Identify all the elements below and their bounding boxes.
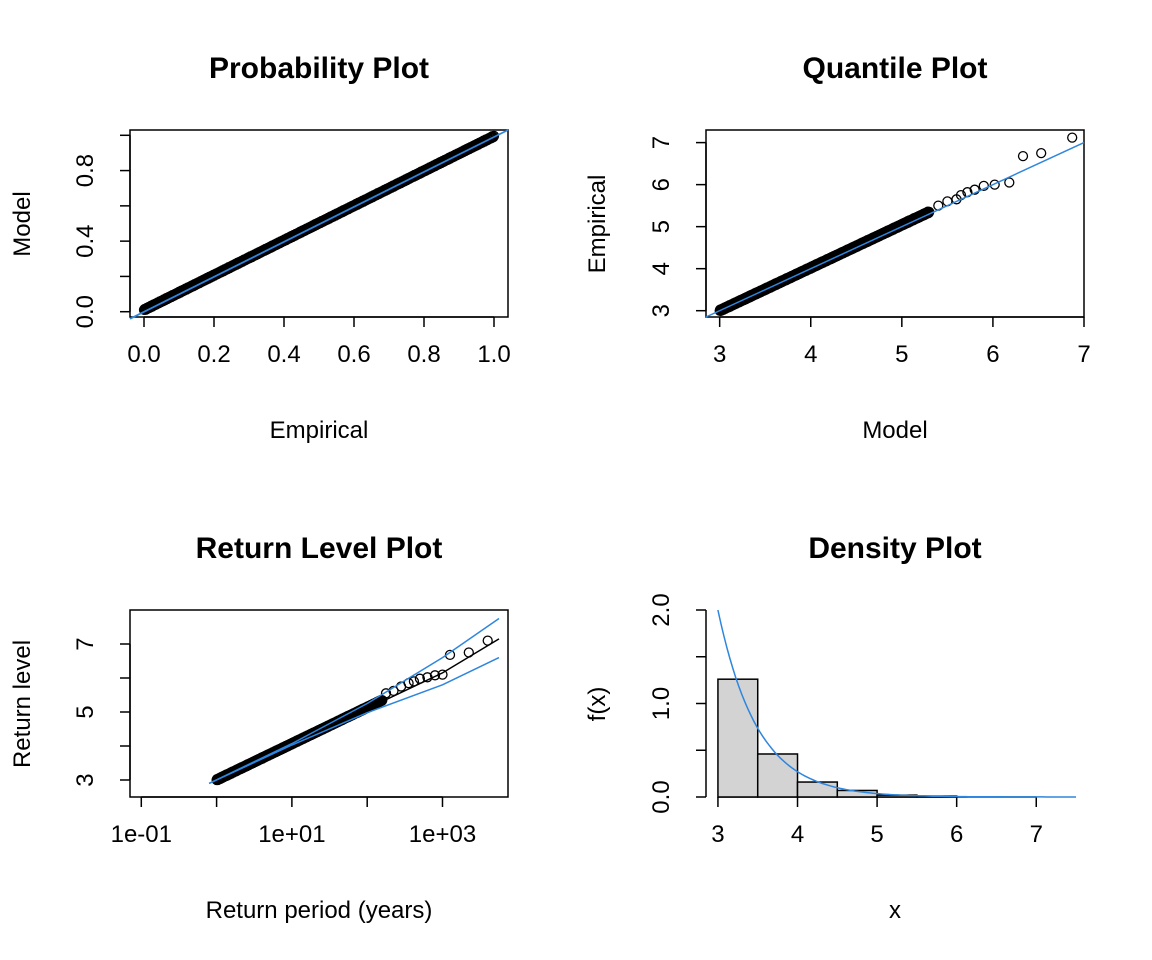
- quant-point: [989, 179, 1000, 190]
- prob-points: [138, 130, 500, 316]
- quantile-plot-panel: Quantile Plot Model Empirical 3 4 5 6 7 3 4 5 6 7: [584, 52, 1091, 444]
- prob-x-tick-label: 0.6: [337, 341, 370, 368]
- dens-y-tick-label: 2.0: [648, 593, 675, 626]
- dens-bar: [796, 781, 839, 798]
- quant-point: [978, 180, 989, 192]
- dens-bar: [756, 753, 799, 798]
- probability-plot-title: Probability Plot: [209, 52, 429, 85]
- quant-y-axis: 3 4 5 6 7: [648, 136, 707, 317]
- probability-plot-ylabel: Model: [9, 191, 36, 256]
- quant-point: [969, 184, 980, 195]
- rl-axes: 1e-01 1e+01 1e+03 3 5 7: [72, 609, 509, 848]
- return-level-plot-xlabel: Return period (years): [206, 897, 433, 924]
- quant-y-tick-label: 4: [648, 262, 675, 275]
- prob-x-tick-label: 0.4: [267, 341, 300, 368]
- quant-y-tick-label: 3: [648, 304, 675, 317]
- rl-plot-frame: [129, 609, 509, 798]
- prob-x-tick-label: 0.0: [127, 341, 160, 368]
- prob-x-tick-label: 0.2: [197, 341, 230, 368]
- prob-point: [488, 130, 500, 142]
- rl-y-tick-label: 3: [72, 773, 99, 786]
- prob-y-tick-label: 0.4: [72, 224, 99, 257]
- quant-point: [1017, 150, 1029, 162]
- probability-plot-panel: Probability Plot Empirical Model 0.0 0.2 0…: [9, 52, 511, 444]
- prob-x-tick-label: 1.0: [477, 341, 510, 368]
- quant-reference-line: [705, 141, 1085, 318]
- rl-point: [429, 670, 441, 681]
- dens-bar: [717, 678, 759, 798]
- density-plot-xlabel: x: [889, 897, 901, 924]
- quant-y-tick-label: 5: [648, 220, 675, 233]
- rl-point: [380, 688, 392, 699]
- rl-ci-lower-line: [208, 656, 500, 785]
- density-plot-panel: Density Plot x f(x) 3 4 5 6 7 0.0 1.0 2.0: [584, 532, 1076, 924]
- density-plot-ylabel: f(x): [584, 687, 611, 722]
- quant-y-tick-label: 6: [648, 178, 675, 191]
- quant-x-axis: 3 4 5 6 7: [713, 316, 1091, 368]
- dens-x-tick-label: 5: [870, 821, 883, 848]
- prob-reference-line: [129, 129, 509, 320]
- quant-y-tick-label: 7: [648, 136, 675, 149]
- dens-density-curve: [717, 609, 1076, 798]
- rl-y-tick-label: 5: [72, 705, 99, 718]
- quant-x-tick-label: 5: [895, 341, 908, 368]
- dens-x-axis: 3 4 5 6 7: [711, 796, 1043, 848]
- quant-point: [1004, 177, 1015, 188]
- dens-bars: [717, 678, 958, 798]
- quantile-plot-title: Quantile Plot: [802, 52, 987, 85]
- rl-x-tick-label: 1e-01: [111, 821, 172, 848]
- rl-y-tick-label: 7: [72, 637, 99, 650]
- dens-axes: 3 4 5 6 7 0.0 1.0 2.0: [648, 593, 1043, 848]
- return-level-plot-title: Return Level Plot: [196, 532, 443, 565]
- rl-x-axis: 1e-01 1e+01 1e+03: [111, 796, 476, 848]
- prob-y-tick-label: 0.0: [72, 295, 99, 328]
- quantile-plot-xlabel: Model: [862, 417, 927, 444]
- quantile-plot-ylabel: Empirical: [584, 175, 611, 274]
- dens-x-tick-label: 7: [1030, 821, 1043, 848]
- rl-x-tick-label: 1e+01: [258, 821, 325, 848]
- probability-plot-xlabel: Empirical: [270, 417, 369, 444]
- dens-y-axis: 0.0 1.0 2.0: [648, 593, 707, 814]
- quant-point: [1067, 132, 1078, 143]
- prob-x-axis: 0.0 0.2 0.4 0.6 0.8 1.0: [127, 316, 511, 368]
- density-plot-title: Density Plot: [808, 532, 981, 565]
- rl-ci-upper-line: [208, 617, 500, 785]
- dens-x-tick-label: 6: [950, 821, 963, 848]
- quant-x-tick-label: 7: [1077, 341, 1090, 368]
- return-level-plot-panel: Return Level Plot Return period (years) …: [9, 532, 509, 924]
- prob-y-tick-label: 0.8: [72, 154, 99, 187]
- quant-axes: 3 4 5 6 7 3 4 5 6 7: [648, 129, 1091, 368]
- return-level-plot-ylabel: Return level: [9, 640, 36, 768]
- quant-x-tick-label: 3: [713, 341, 726, 368]
- quant-x-tick-label: 6: [986, 341, 999, 368]
- dens-y-tick-label: 0.0: [648, 780, 675, 813]
- rl-y-axis: 3 5 7: [72, 637, 131, 787]
- quant-x-tick-label: 4: [804, 341, 817, 368]
- dens-x-tick-label: 3: [711, 821, 724, 848]
- prob-x-tick-label: 0.8: [407, 341, 440, 368]
- dens-y-tick-label: 1.0: [648, 687, 675, 720]
- quant-point: [1036, 147, 1047, 159]
- prob-y-axis: 0.0 0.4 0.8: [72, 134, 131, 328]
- rl-x-tick-label: 1e+03: [409, 821, 476, 848]
- dens-x-tick-label: 4: [791, 821, 804, 848]
- prob-axes: 0.0 0.2 0.4 0.6 0.8 1.0 0.0 0.4 0.8: [72, 129, 511, 368]
